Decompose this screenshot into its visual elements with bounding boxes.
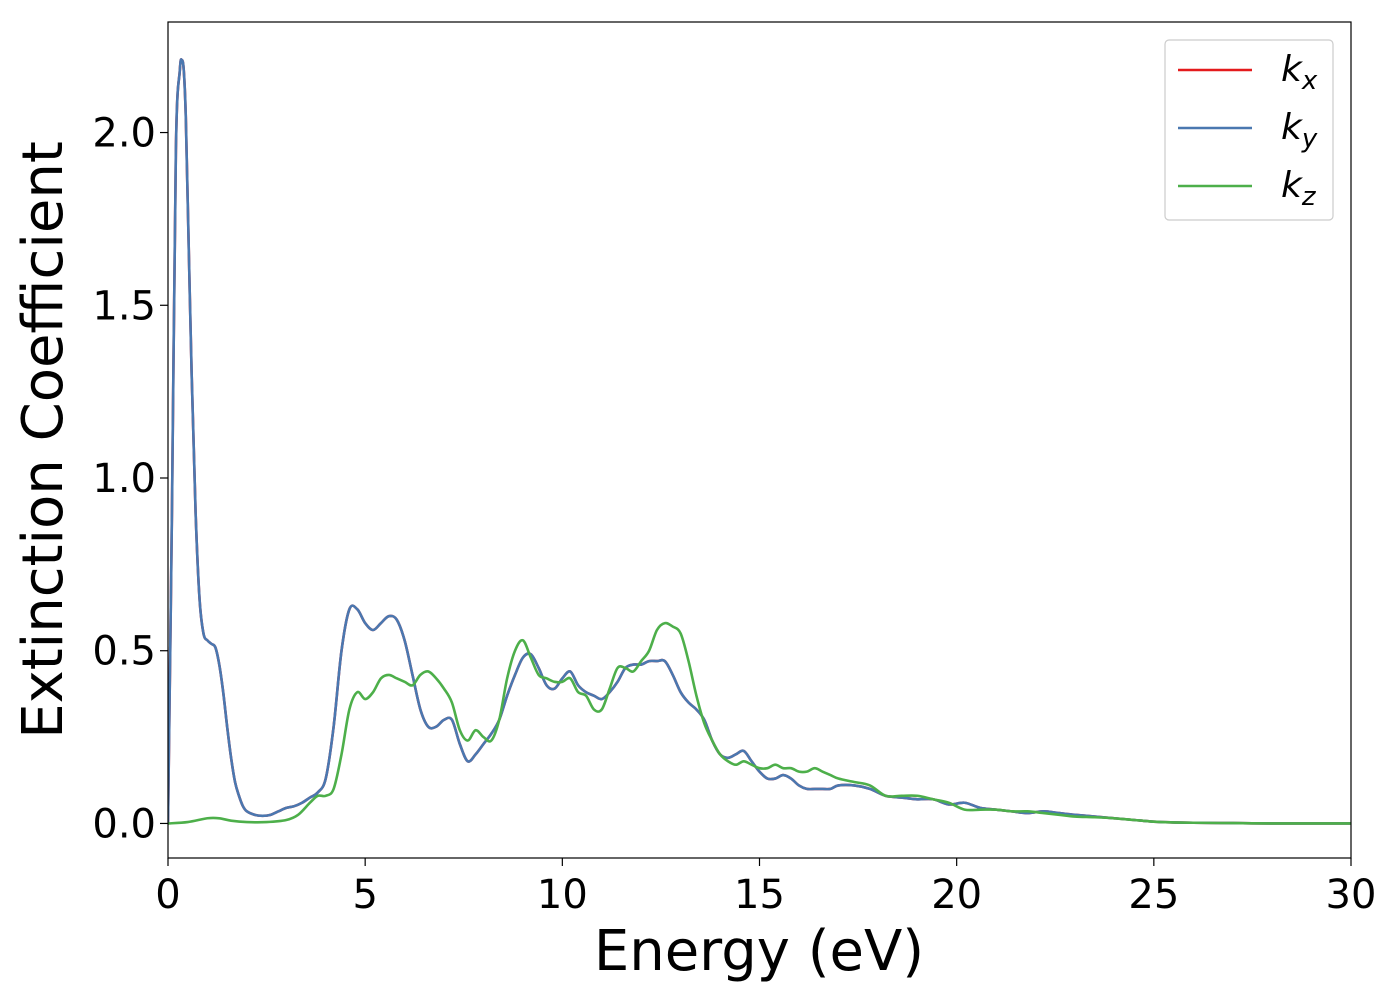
y-tick-label: 0.5: [92, 629, 156, 675]
y-axis-label: Extinction Coefficient: [11, 141, 76, 739]
series-line-kz: [168, 621, 1351, 825]
legend-label-kx: kx: [1281, 49, 1318, 96]
x-axis-label: Energy (eV): [594, 919, 924, 984]
x-axis: 0 5 10 15 20 25 30: [155, 858, 1376, 918]
y-tick-label: 2.0: [92, 111, 156, 157]
x-tick-label: 0: [155, 872, 180, 918]
x-tick-label: 30: [1326, 872, 1377, 918]
x-tick-label: 25: [1128, 872, 1179, 918]
series-line-ky: [168, 58, 1351, 825]
y-tick-label: 1.5: [92, 283, 156, 329]
x-tick-label: 5: [352, 872, 377, 918]
legend-box: [1164, 39, 1334, 221]
legend-label-ky: ky: [1281, 107, 1318, 154]
y-tick-label: 1.0: [92, 456, 156, 502]
x-tick-label: 20: [931, 872, 982, 918]
y-tick-label: 0.0: [92, 801, 156, 847]
y-axis: 0.0 0.5 1.0 1.5 2.0: [92, 111, 168, 847]
lines-layer: [168, 58, 1351, 825]
x-tick-label: 10: [537, 872, 588, 918]
x-tick-label: 15: [734, 872, 785, 918]
